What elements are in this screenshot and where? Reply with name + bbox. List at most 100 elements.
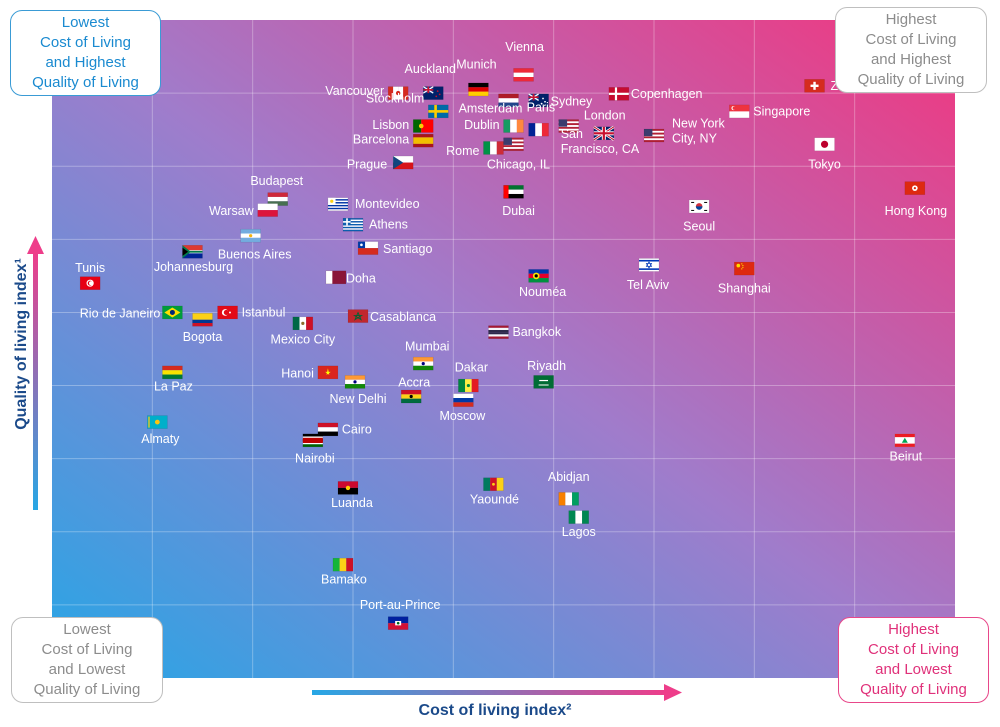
corner-label-bottom-right: Highest Cost of Living and Lowest Qualit… [838, 617, 989, 703]
corner-text: Lowest [61, 14, 110, 31]
corner-label-bottom-left: Lowest Cost of Living and Lowest Quality… [11, 617, 163, 703]
data-point-flag [503, 185, 524, 199]
corner-text: and Highest [45, 54, 126, 71]
data-point-label: San Francisco, CA [561, 127, 640, 156]
data-point-label: New Delhi [330, 392, 387, 406]
data-point-flag [558, 492, 579, 506]
data-point-flag [422, 86, 444, 100]
data-point-label: Accra [398, 376, 430, 390]
data-point-flag [162, 365, 183, 380]
data-point-label: Rome [446, 144, 479, 158]
data-point-label: Lisbon [372, 118, 409, 132]
data-point-label: Prague [347, 158, 387, 172]
data-point-flag [513, 68, 534, 82]
data-point-label: New York City, NY [672, 117, 726, 146]
data-point-label: Tel Aviv [627, 278, 670, 292]
y-axis-arrow [27, 236, 44, 510]
data-point-label: Dublin [464, 118, 499, 132]
data-point-label: Port-au-Prince [360, 598, 441, 612]
data-point-flag [904, 181, 926, 195]
data-point-label: Almaty [141, 432, 180, 446]
data-point-flag [804, 79, 825, 93]
corner-text: Lowest [63, 621, 111, 638]
corner-text: Highest [885, 11, 937, 28]
data-point-label: La Paz [154, 379, 193, 393]
data-point-flag [327, 197, 349, 211]
data-point-flag [428, 104, 449, 119]
data-point-flag [412, 133, 434, 148]
data-point-label: Budapest [250, 174, 303, 188]
data-point-flag [488, 325, 509, 339]
data-point-flag [332, 557, 354, 572]
data-point-flag [608, 87, 630, 101]
data-point-flag [528, 269, 549, 283]
data-point-flag [392, 155, 414, 170]
data-point-label: London [584, 108, 626, 122]
data-point-flag [182, 245, 203, 259]
data-point-label: Buenos Aires [218, 248, 292, 262]
data-point-flag [337, 481, 359, 495]
data-point-label: Mumbai [405, 340, 449, 354]
data-point-label: Hanoi [281, 366, 314, 380]
data-point-flag [593, 125, 615, 141]
data-point-label: Dakar [455, 361, 488, 375]
data-point-label: Munich [456, 57, 496, 71]
data-point-label: Luanda [331, 496, 373, 510]
data-point-label: Vienna [505, 40, 544, 54]
data-point-label: Hong Kong [885, 204, 948, 218]
data-point-label: Tunis [75, 261, 105, 275]
data-point-flag [503, 137, 524, 152]
data-points: Auckland Munich Vienna Vancouver Amsterdam Sy… [75, 40, 947, 630]
data-point-flag [458, 378, 479, 393]
data-point-flag [453, 393, 474, 407]
data-point-label: Nouméa [519, 285, 566, 299]
data-point-flag [257, 203, 278, 217]
data-point-label: Copenhagen [631, 87, 703, 101]
data-point-label: Bangkok [512, 325, 561, 339]
data-point-label: Auckland [405, 62, 456, 76]
data-point-label: Bogota [183, 330, 223, 344]
data-point-flag [894, 433, 916, 448]
x-axis-label: Cost of living index² [418, 702, 572, 719]
data-point-flag [498, 93, 519, 108]
data-point-flag [503, 119, 524, 133]
corner-text: Highest [888, 621, 939, 638]
data-point-flag [412, 356, 434, 371]
corner-text: and Lowest [875, 661, 952, 678]
corner-text: Quality of Living [860, 681, 967, 698]
data-point-label: Stockholm [366, 91, 424, 105]
data-point-flag [729, 104, 750, 119]
data-point-flag [387, 86, 409, 100]
data-point-label: Riyadh [527, 359, 566, 373]
data-point-flag [162, 305, 183, 320]
data-point-flag [400, 389, 422, 404]
data-point-label: Istanbul [242, 305, 286, 319]
data-point-flag [217, 305, 238, 320]
data-point-label: Vancouver [325, 84, 384, 98]
data-point-label: Beirut [890, 449, 923, 463]
corner-text: and Highest [870, 51, 952, 68]
data-point-flag [533, 375, 554, 389]
data-point-label: Seoul [683, 219, 715, 233]
data-point-flag [528, 122, 549, 137]
corner-text: and Lowest [48, 661, 126, 678]
corner-text: Quality of Living [33, 681, 141, 698]
data-point-flag [638, 258, 660, 272]
gridlines [52, 20, 955, 678]
data-point-flag [387, 616, 409, 630]
data-point-flag [267, 192, 288, 206]
data-point-label: Chicago, IL [487, 157, 550, 171]
data-point-label: Singapore [753, 104, 810, 118]
corner-text: Quality of Living [32, 74, 139, 91]
plot-background [52, 20, 955, 678]
data-point-label: Abidjan [548, 470, 590, 484]
data-point-flag [468, 82, 489, 97]
data-point-label: Warsaw [209, 204, 255, 218]
data-point-label: Athens [369, 218, 408, 232]
data-point-label: Doha [346, 271, 376, 285]
corner-text: Cost of Living [865, 31, 957, 48]
data-point-flag [344, 375, 366, 389]
data-point-label: Bamako [321, 573, 367, 587]
y-axis-label: Quality of living index¹ [13, 258, 30, 430]
data-point-flag [292, 316, 314, 331]
